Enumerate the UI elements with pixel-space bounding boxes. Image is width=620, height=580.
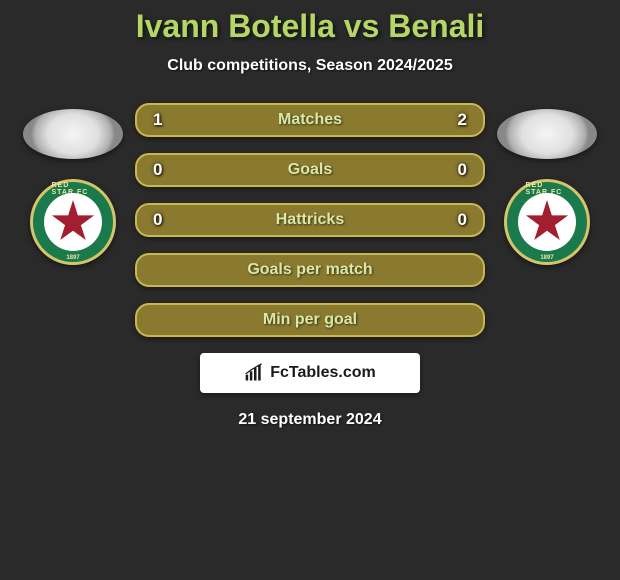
branding-label: FcTables.com	[270, 364, 376, 382]
footer-date: 21 september 2024	[0, 411, 620, 429]
stat-label: Goals per match	[173, 261, 447, 279]
right-side: RED STAR FC 1897	[497, 103, 597, 265]
stat-row-goals-per-match: Goals per match	[135, 253, 485, 287]
stat-value-left: 0	[153, 160, 173, 180]
page-title: Ivann Botella vs Benali	[0, 8, 620, 45]
stat-label: Goals	[173, 161, 447, 179]
stat-value-right: 0	[447, 210, 467, 230]
stat-label: Matches	[173, 111, 447, 129]
left-side: RED STAR FC 1897	[23, 103, 123, 265]
stat-row-min-per-goal: Min per goal	[135, 303, 485, 337]
stat-value-right: 2	[447, 110, 467, 130]
star-icon	[525, 200, 569, 244]
club-badge-left: RED STAR FC 1897	[30, 179, 116, 265]
badge-year: 1897	[66, 255, 79, 261]
stats-column: 1 Matches 2 0 Goals 0 0 Hattricks 0 Goal…	[135, 103, 485, 337]
stats-card: Ivann Botella vs Benali Club competition…	[0, 0, 620, 429]
badge-inner-circle	[44, 193, 102, 251]
player-photo-right	[497, 109, 597, 159]
stat-value-left: 1	[153, 110, 173, 130]
page-subtitle: Club competitions, Season 2024/2025	[0, 57, 620, 75]
stat-value-left: 0	[153, 210, 173, 230]
stat-row-matches: 1 Matches 2	[135, 103, 485, 137]
chart-icon	[244, 363, 264, 383]
player-photo-left	[23, 109, 123, 159]
stat-row-hattricks: 0 Hattricks 0	[135, 203, 485, 237]
club-badge-right: RED STAR FC 1897	[504, 179, 590, 265]
star-icon	[51, 200, 95, 244]
stat-row-goals: 0 Goals 0	[135, 153, 485, 187]
stat-label: Hattricks	[173, 211, 447, 229]
stat-value-right: 0	[447, 160, 467, 180]
branding-bar: FcTables.com	[200, 353, 420, 393]
content-row: RED STAR FC 1897 1 Matches 2 0 Goals 0 0…	[0, 103, 620, 337]
badge-inner-circle	[518, 193, 576, 251]
badge-year: 1897	[540, 255, 553, 261]
stat-label: Min per goal	[173, 311, 447, 329]
